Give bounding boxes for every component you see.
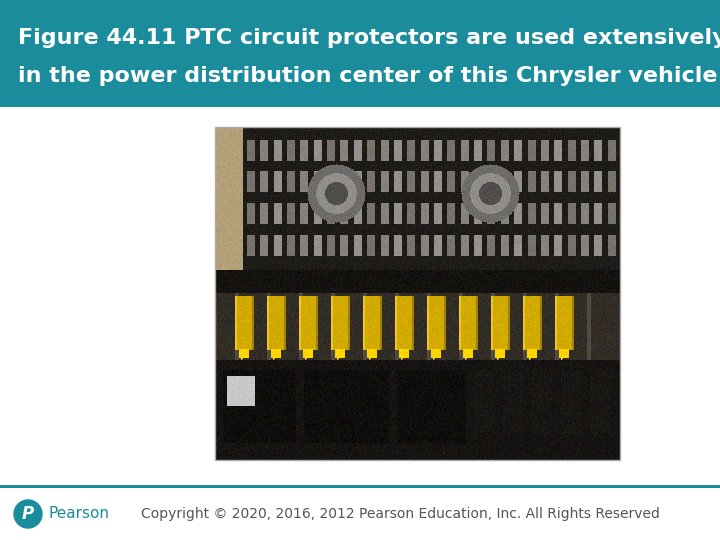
Bar [0, 485, 720, 488]
Text: Pearson: Pearson [48, 507, 109, 522]
Bar [0, 0, 720, 107]
Text: in the power distribution center of this Chrysler vehicle: in the power distribution center of this… [18, 66, 718, 86]
Circle shape [14, 500, 42, 528]
Text: P: P [22, 505, 34, 523]
Bar [215, 127, 620, 460]
Text: Copyright © 2020, 2016, 2012 Pearson Education, Inc. All Rights Reserved: Copyright © 2020, 2016, 2012 Pearson Edu… [140, 507, 660, 521]
Text: Figure 44.11 PTC circuit protectors are used extensively: Figure 44.11 PTC circuit protectors are … [18, 28, 720, 48]
